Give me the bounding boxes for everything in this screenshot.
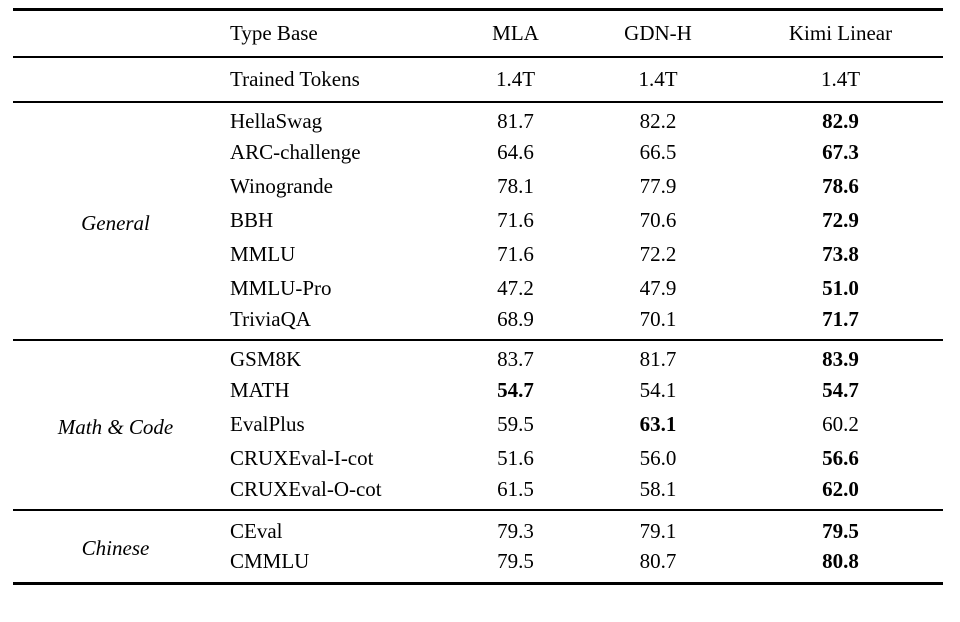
benchmark-row: MMLU 71.6 72.2 73.8 [13,238,943,272]
score-kimi: 79.5 [822,518,859,543]
benchmark-name: CRUXEval-O-cot [230,477,382,501]
trained-tokens-section: Trained Tokens 1.4T 1.4T 1.4T [13,56,943,102]
benchmark-name: BBH [230,208,274,232]
benchmark-name: Winogrande [230,174,333,198]
benchmark-row: BBH 71.6 70.6 72.9 [13,204,943,238]
col-header-mla: MLA [492,20,539,45]
score-mla: 47.2 [497,276,534,300]
score-mla: 78.1 [497,174,534,198]
score-gdnh: 66.5 [639,140,677,164]
score-mla: 61.5 [497,477,534,501]
benchmark-name: ARC-challenge [230,140,361,164]
score-kimi: 60.2 [822,412,859,436]
score-mla: 79.3 [497,518,534,543]
benchmark-name: MMLU-Pro [230,276,332,300]
section-general: General HellaSwag 81.7 82.2 82.9 ARC-cha… [13,101,943,340]
trained-tokens-group-empty [13,57,218,102]
trained-tokens-label: Trained Tokens [230,66,360,91]
benchmark-row: CRUXEval-O-cot 61.5 58.1 62.0 [13,476,943,510]
score-kimi: 51.0 [822,276,859,300]
benchmark-name: EvalPlus [230,412,305,436]
score-gdnh: 47.9 [639,276,677,300]
benchmark-row: CRUXEval-I-cot 51.6 56.0 56.6 [13,442,943,476]
group-label-general: General [81,210,150,235]
trained-tokens-kimi: 1.4T [820,66,861,91]
score-mla: 68.9 [497,307,534,331]
score-gdnh: 77.9 [639,174,677,198]
score-gdnh: 56.0 [639,446,677,470]
score-gdnh: 82.2 [639,109,677,133]
score-gdnh: 72.2 [639,242,677,266]
score-mla: 51.6 [497,446,534,470]
benchmark-name: HellaSwag [230,109,323,133]
benchmark-results-table-wrap: Type Base MLA GDN-H Kimi Linear Trained … [13,8,943,585]
benchmark-row: MMLU-Pro 47.2 47.9 51.0 [13,272,943,306]
score-gdnh: 54.1 [639,378,677,402]
score-gdnh: 58.1 [639,477,677,501]
benchmark-row: Chinese CEval 79.3 79.1 79.5 [13,510,943,559]
group-label-math-code: Math & Code [57,414,174,439]
score-kimi: 67.3 [822,140,859,164]
table-header: Type Base MLA GDN-H Kimi Linear [13,10,943,57]
header-group-empty [13,10,218,57]
score-kimi: 78.6 [822,174,859,198]
score-mla: 81.7 [497,109,534,133]
trained-tokens-gdnh: 1.4T [638,66,678,91]
benchmark-row: TriviaQA 68.9 70.1 71.7 [13,306,943,340]
score-gdnh: 80.7 [639,549,677,574]
score-gdnh: 70.1 [639,307,677,331]
score-gdnh: 79.1 [639,518,677,543]
benchmark-row: CMMLU 79.5 80.7 80.8 [13,547,943,584]
trained-tokens-mla: 1.4T [495,66,536,91]
benchmark-row: Math & Code GSM8K 83.7 81.7 83.9 [13,340,943,438]
score-kimi: 62.0 [822,477,859,501]
header-row: Type Base MLA GDN-H Kimi Linear [13,10,943,57]
score-mla: 71.6 [497,242,534,266]
score-mla: 83.7 [497,347,534,371]
col-header-type-base: Type Base [230,20,318,45]
benchmark-name: MMLU [230,242,296,266]
score-mla: 71.6 [497,208,534,232]
trained-tokens-row: Trained Tokens 1.4T 1.4T 1.4T [13,57,943,102]
score-gdnh: 81.7 [639,347,677,371]
score-gdnh: 70.6 [639,208,677,232]
benchmark-name: CMMLU [230,549,310,574]
score-kimi: 83.9 [822,347,859,371]
benchmark-row: EvalPlus 59.5 63.1 60.2 [13,408,943,442]
score-gdnh: 63.1 [639,412,677,436]
score-kimi: 82.9 [822,109,859,133]
benchmark-name: CEval [230,518,283,543]
benchmark-row: Winogrande 78.1 77.9 78.6 [13,170,943,204]
col-header-gdnh: GDN-H [624,20,692,45]
group-label-chinese: Chinese [81,536,150,561]
benchmark-results-table: Type Base MLA GDN-H Kimi Linear Trained … [13,8,943,585]
score-kimi: 56.6 [822,446,859,470]
benchmark-name: MATH [230,378,290,402]
benchmark-name: CRUXEval-I-cot [230,446,374,470]
benchmark-row: ARC-challenge 64.6 66.5 67.3 [13,136,943,170]
score-kimi: 54.7 [822,378,859,402]
score-kimi: 72.9 [822,208,859,232]
benchmark-name: GSM8K [230,347,302,371]
benchmark-row: MATH 54.7 54.1 54.7 [13,374,943,408]
score-kimi: 73.8 [822,242,859,266]
score-mla: 79.5 [497,549,534,574]
section-chinese: Chinese CEval 79.3 79.1 79.5 CMMLU 79.5 … [13,509,943,584]
col-header-kimi-linear: Kimi Linear [788,20,893,45]
score-mla: 59.5 [497,412,534,436]
score-mla: 54.7 [497,378,534,402]
benchmark-name: TriviaQA [230,307,311,331]
section-math-code: Math & Code GSM8K 83.7 81.7 83.9 MATH 54… [13,339,943,510]
score-kimi: 71.7 [822,307,859,331]
score-mla: 64.6 [497,140,534,164]
benchmark-row: General HellaSwag 81.7 82.2 82.9 [13,102,943,234]
score-kimi: 80.8 [822,549,859,574]
